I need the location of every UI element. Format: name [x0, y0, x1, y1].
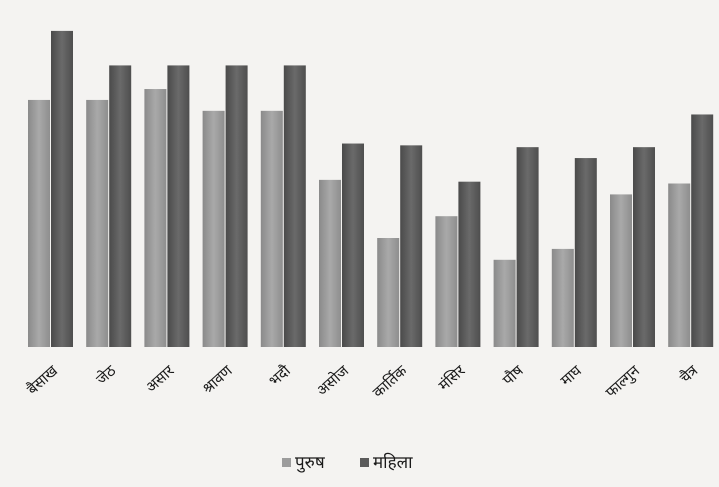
bar-male-2 — [86, 99, 109, 347]
bar-male-1 — [28, 99, 50, 347]
x-tick-label: असोज — [313, 361, 353, 399]
bar-male-4 — [202, 110, 225, 347]
bar-female-11 — [633, 147, 655, 347]
bar-male-12 — [668, 183, 691, 347]
bar-female-10 — [574, 158, 597, 347]
legend-label-male: पुरुष — [295, 453, 326, 473]
bar-female-4 — [225, 65, 248, 348]
bar-male-6 — [319, 179, 341, 347]
bar-female-6 — [342, 143, 364, 347]
bar-male-7 — [377, 238, 400, 347]
plot-area — [28, 30, 714, 348]
bar-male-5 — [260, 110, 283, 347]
bar-male-9 — [493, 259, 516, 347]
bar-female-5 — [283, 65, 306, 348]
x-tick-label: कार्तिक — [369, 361, 411, 401]
bar-female-2 — [109, 65, 132, 348]
x-tick-label: मंसिर — [435, 361, 469, 394]
bar-female-12 — [691, 114, 714, 347]
x-tick-label: बैसाख — [23, 361, 61, 398]
x-tick-label: असार — [142, 361, 178, 396]
x-tick-label: जेठ — [93, 361, 120, 388]
bar-male-11 — [610, 194, 632, 347]
x-tick-label: भदौ — [265, 361, 295, 390]
x-tick-label: पौष — [499, 361, 527, 389]
bar-female-1 — [51, 30, 73, 348]
bar-male-10 — [551, 248, 574, 347]
bar-female-3 — [167, 65, 190, 348]
bar-male-3 — [144, 89, 167, 348]
legend-swatch-male — [282, 458, 291, 467]
legend-swatch-female — [360, 458, 369, 467]
legend-label-female: महिला — [373, 452, 413, 473]
x-axis-ticks: बैसाख जेठ असार श्रावण भदौ असोज कार्तिक मंसिर पौष… — [23, 361, 702, 402]
x-tick-label: श्रावण — [199, 361, 237, 398]
legend: पुरुष महिला — [282, 452, 413, 473]
x-tick-label: माघ — [557, 361, 586, 390]
bar-male-8 — [435, 216, 458, 347]
x-tick-label: चैत्र — [676, 361, 702, 387]
bar-female-8 — [458, 181, 481, 347]
x-tick-label: फाल्गुन — [602, 361, 644, 402]
bar-female-7 — [400, 145, 423, 347]
bar-female-9 — [516, 147, 539, 347]
